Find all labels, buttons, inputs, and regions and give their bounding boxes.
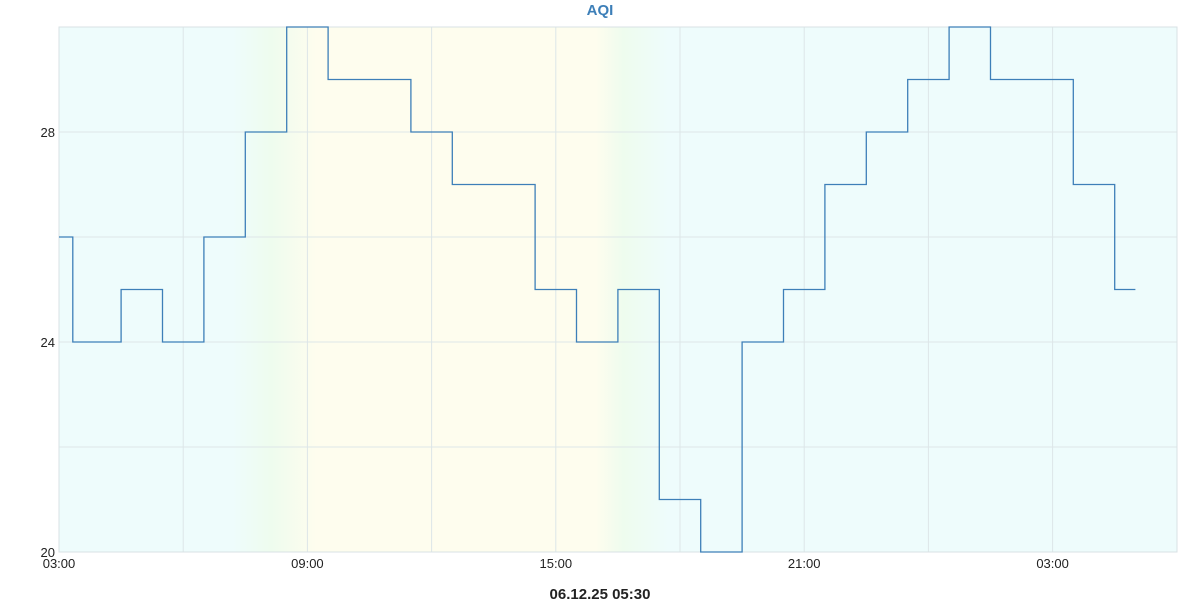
x-tick-label: 09:00 [291,556,324,571]
x-axis-ticks: 03:00 09:00 15:00 21:00 03:00 [43,556,1069,571]
y-tick-label: 28 [41,125,55,140]
y-tick-label: 20 [41,545,55,560]
chart-title: AQI [587,2,614,19]
x-tick-label: 03:00 [1036,556,1069,571]
y-axis-ticks: 20 24 28 [41,125,55,560]
y-tick-label: 24 [41,335,55,350]
chart-footer-timestamp: 06.12.25 05:30 [550,586,651,600]
x-tick-label: 15:00 [540,556,573,571]
plot-border [58,26,1178,553]
x-tick-label: 21:00 [788,556,821,571]
aqi-series-line [59,26,1136,553]
x-tick-label: 03:00 [43,556,76,571]
